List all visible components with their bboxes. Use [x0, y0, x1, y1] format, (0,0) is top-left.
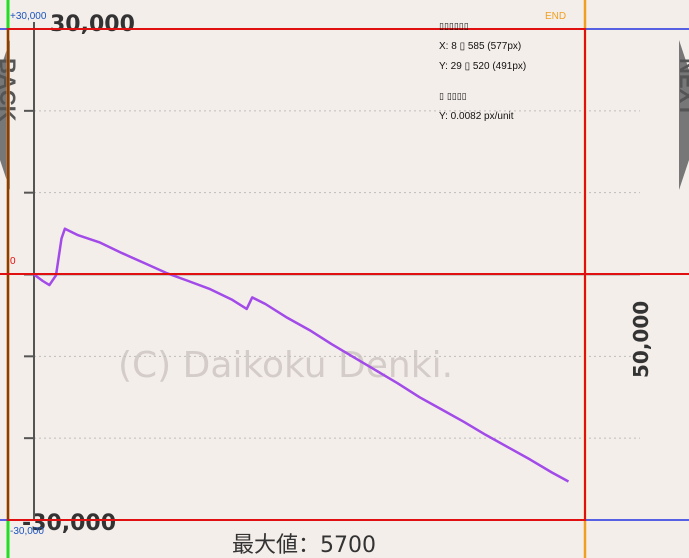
calibration-info: ▯▯▯▯▯▯ X: 8 ▯ 585 (577px) Y: 29 ▯ 520 (4… — [439, 22, 526, 122]
next-label: NEXT — [675, 58, 689, 117]
scale-value: Y: 0.0082 px/unit — [439, 111, 514, 122]
overlay-zero-label: 0 — [10, 256, 16, 267]
max-label: 最大値：5700 — [232, 533, 376, 558]
series-line — [33, 227, 570, 483]
overlay-end-label: END — [545, 11, 566, 22]
back-label: BACK — [0, 58, 20, 122]
watermark: (C) Daikoku Denki. — [118, 345, 453, 386]
overlay-top-label: +30,000 — [10, 11, 47, 22]
y-tick-labels: 30,000 -30,000 — [22, 12, 135, 536]
info-title: ▯▯▯▯▯▯ — [439, 22, 469, 32]
info-y-range: Y: 29 ▯ 520 (491px) — [439, 61, 526, 72]
info-x-range: X: 8 ▯ 585 (577px) — [439, 41, 521, 52]
scale-title: ▯ ▯▯▯▯ — [439, 92, 467, 102]
y-tick-label: 30,000 — [50, 12, 135, 37]
next-arrow-icon — [679, 40, 689, 190]
x-scale-label: 50,000 — [629, 301, 653, 378]
back-button[interactable]: BACK — [0, 40, 20, 190]
y-tick-label: -30,000 — [22, 511, 116, 536]
next-button[interactable]: NEXT — [675, 40, 689, 190]
overlay-bottom-label: -30,000 — [10, 526, 44, 537]
